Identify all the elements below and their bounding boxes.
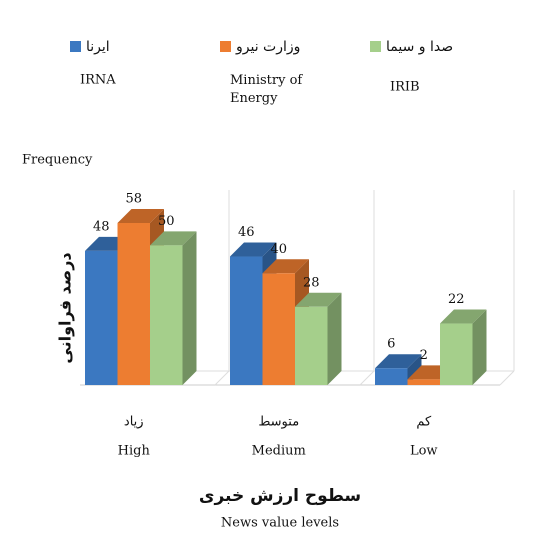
x-axis-label-fa: سطوح ارزش خبری [199, 486, 361, 506]
bar [375, 354, 422, 385]
x-tick-label-fa: متوسط [258, 415, 299, 430]
wall-divider [359, 370, 375, 386]
data-label: 28 [303, 275, 320, 290]
data-label: 46 [238, 225, 255, 240]
legend-swatch [70, 41, 81, 52]
legend-swatch [220, 41, 231, 52]
data-label: 2 [420, 348, 428, 363]
bar [150, 231, 197, 385]
bar-front [375, 368, 408, 385]
bar-side [182, 231, 197, 385]
bar-side [472, 309, 487, 385]
x-tick-label: High [118, 444, 151, 459]
bar [440, 309, 487, 385]
legend-swatch [370, 41, 381, 52]
data-label: 48 [93, 219, 110, 234]
y-axis-label-fa: درصد فراوانی [56, 252, 75, 363]
bar-front [117, 223, 150, 385]
x-tick-label-fa: کم [416, 415, 432, 430]
bar-top [262, 259, 309, 274]
legend-label-fa: ایرنا [86, 39, 110, 55]
x-axis-label: News value levels [221, 516, 339, 531]
bar-top [295, 292, 342, 307]
bar-front [150, 245, 183, 385]
bar-front [85, 250, 118, 385]
data-label: 40 [270, 242, 287, 257]
data-label: 6 [387, 337, 395, 352]
bar-top [150, 231, 197, 246]
x-tick-label: Medium [252, 444, 306, 459]
bar-top [375, 354, 422, 369]
bar-side [327, 292, 342, 385]
bar [295, 292, 342, 385]
legend-label-fa: وزارت نیرو [235, 39, 300, 55]
y-axis-label: Frequency [22, 153, 93, 168]
bar-top [230, 242, 277, 257]
bar-front [295, 306, 328, 385]
x-tick-label-fa: زیاد [124, 415, 144, 430]
legend-label: IRNA [80, 73, 116, 88]
data-label: 22 [448, 292, 465, 307]
legend-label: IRIB [390, 80, 420, 95]
bar-top [117, 209, 164, 223]
x-tick-label: Low [410, 444, 438, 459]
bar-front [407, 379, 440, 385]
data-label: 50 [158, 214, 175, 229]
bar-front [230, 256, 263, 385]
wall-divider [214, 370, 230, 386]
data-label: 58 [125, 192, 142, 207]
bar-top [440, 309, 487, 324]
bar-front [262, 273, 295, 385]
legend-label: Ministry of Energy [230, 73, 303, 106]
bar-front [440, 323, 473, 385]
wall-divider [499, 370, 515, 386]
legend-label-fa: صدا و سیما [386, 39, 453, 55]
